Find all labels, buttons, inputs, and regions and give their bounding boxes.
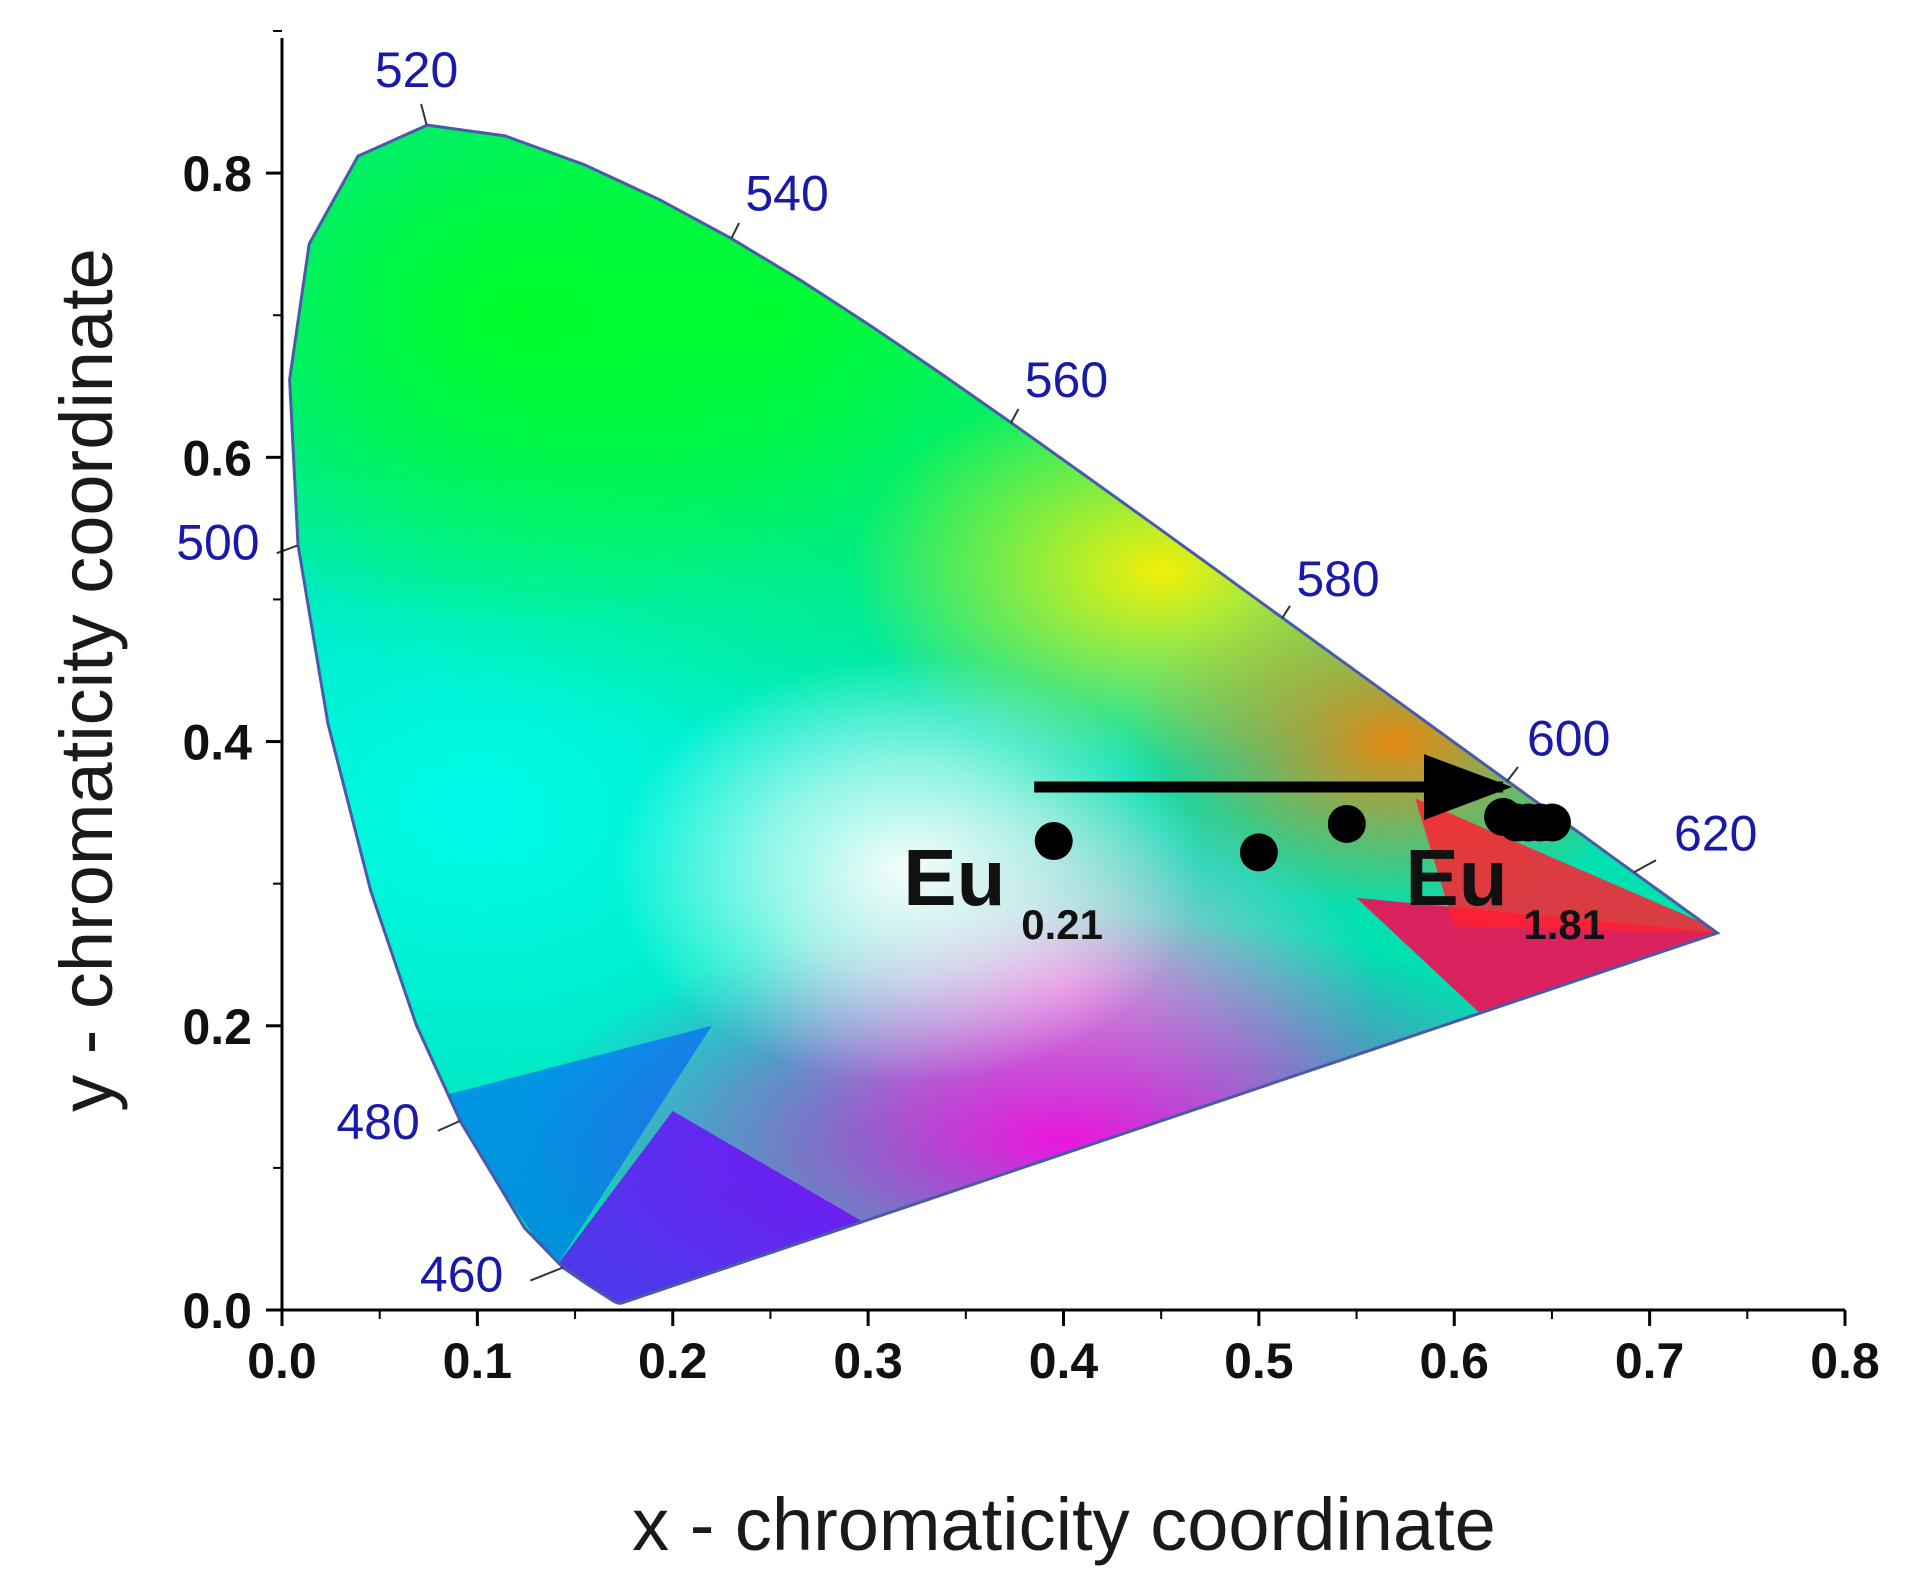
chromaticity-locus-fill	[289, 125, 1718, 1304]
wavelength-leader	[730, 222, 740, 239]
y-tick-label: 0.6	[182, 430, 252, 486]
x-tick-label: 0.3	[833, 1333, 903, 1389]
wavelength-leader	[437, 1120, 461, 1132]
wavelength-label: 560	[1025, 352, 1108, 408]
wavelength-leader	[420, 103, 428, 126]
wavelength-label: 500	[176, 514, 259, 570]
eu-annotation: Eu	[903, 833, 1005, 922]
data-point	[1034, 822, 1073, 861]
x-tick-label: 0.2	[638, 1333, 708, 1389]
wavelength-leader	[529, 1266, 564, 1282]
y-tick-label: 0.0	[182, 1283, 252, 1339]
x-axis-title: x - chromaticity coordinate	[632, 1483, 1496, 1566]
data-points	[1034, 797, 1571, 872]
x-tick-label: 0.1	[443, 1333, 513, 1389]
y-axis-title: y - chromaticity coordinate	[45, 248, 128, 1112]
annotations: Eu 0.21 Eu 1.81	[903, 833, 1605, 948]
x-tick-label: 0.5	[1224, 1333, 1294, 1389]
wavelength-label: 620	[1674, 805, 1757, 861]
wavelength-leader	[1009, 408, 1020, 424]
x-tick-label: 0.4	[1029, 1333, 1099, 1389]
eu-annotation-subscript: 0.21	[1021, 901, 1103, 948]
x-tick-label: 0.8	[1810, 1333, 1880, 1389]
y-tick-label: 0.4	[182, 715, 252, 771]
wavelength-label: 540	[745, 165, 828, 221]
wavelength-leader	[1281, 605, 1291, 619]
wavelength-leader	[276, 544, 298, 555]
data-point	[1532, 803, 1571, 842]
x-tick-label: 0.7	[1615, 1333, 1685, 1389]
data-point	[1239, 833, 1278, 872]
wavelength-leader	[1633, 859, 1657, 874]
wavelength-label: 600	[1527, 710, 1610, 766]
x-tick-label: 0.6	[1419, 1333, 1489, 1389]
wavelength-labels: 460 480 500 520 540 560 580 600 620	[176, 42, 1757, 1303]
wavelength-leader	[1506, 766, 1519, 782]
axis-ticks: 0.0 0.1 0.2 0.3 0.4 0.5 0.6 0.7 0.8 0.0 0.2 0.4 0.6 0…	[182, 30, 1880, 1389]
y-tick-label: 0.8	[182, 146, 252, 202]
wavelength-label: 480	[336, 1094, 419, 1150]
eu-annotation: Eu	[1405, 833, 1507, 922]
eu-annotation-subscript: 1.81	[1523, 901, 1605, 948]
x-tick-label: 0.0	[247, 1333, 317, 1389]
wavelength-label: 520	[375, 42, 458, 98]
spectral-locus-outline	[288, 123, 1721, 1305]
data-point	[1327, 804, 1366, 843]
wavelength-label: 580	[1296, 551, 1379, 607]
y-tick-label: 0.2	[182, 999, 252, 1055]
wavelength-label: 460	[420, 1246, 503, 1302]
